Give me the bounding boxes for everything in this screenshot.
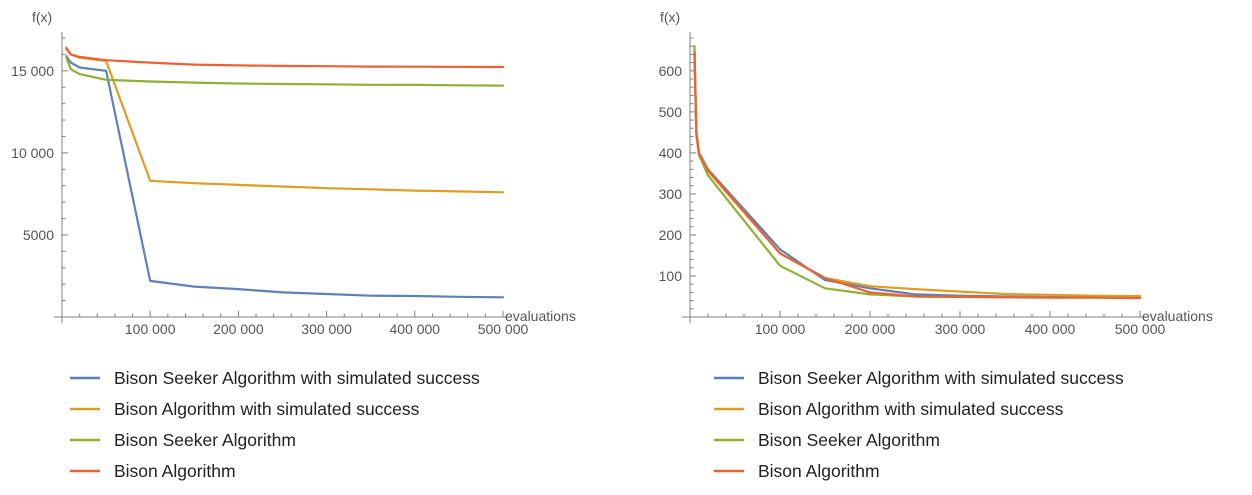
y-axis-label: f(x) — [32, 9, 52, 25]
series-line-4 — [65, 46, 505, 69]
x-tick-label: 100 000 — [755, 321, 806, 337]
y-tick-label: 300 — [659, 186, 683, 202]
legend: Bison Seeker Algorithm with simulated su… — [714, 368, 1124, 481]
legend-entry: Bison Algorithm with simulated success — [114, 399, 420, 419]
x-tick-label: 500 000 — [1115, 321, 1166, 337]
series-line-2 — [693, 49, 1142, 298]
x-tick-label: 200 000 — [845, 321, 896, 337]
legend: Bison Seeker Algorithm with simulated su… — [70, 368, 480, 481]
chart-2: 100 000 200 000 300 000 400 000 500 000 100 20… — [659, 9, 1213, 481]
series-line-3 — [65, 56, 505, 87]
y-tick-label: 400 — [659, 145, 683, 161]
y-tick-label: 5000 — [23, 227, 54, 243]
y-tick-label: 10 000 — [11, 145, 54, 161]
x-tick-label: 300 000 — [301, 321, 352, 337]
series-line-1 — [693, 53, 1142, 299]
y-tick-label: 100 — [659, 268, 683, 284]
y-tick-label: 15 000 — [11, 63, 54, 79]
y-tick-label: 600 — [659, 63, 683, 79]
x-tick-label: 400 000 — [1025, 321, 1076, 337]
x-tick-label: 200 000 — [213, 321, 264, 337]
x-tick-label: 500 000 — [478, 321, 529, 337]
legend-entry: Bison Seeker Algorithm with simulated su… — [758, 368, 1124, 388]
x-tick-label: 100 000 — [125, 321, 176, 337]
x-axis-label: evaluations — [1142, 308, 1213, 324]
series-line-3 — [693, 45, 1142, 299]
series-line-2 — [65, 48, 505, 194]
y-tick-label: 200 — [659, 227, 683, 243]
y-axis-label: f(x) — [660, 9, 680, 25]
legend-entry: Bison Algorithm with simulated success — [758, 399, 1064, 419]
series-line-1 — [65, 54, 505, 299]
series-line-4 — [693, 51, 1142, 300]
legend-entry: Bison Seeker Algorithm with simulated su… — [114, 368, 480, 388]
x-axis-label: evaluations — [505, 308, 576, 324]
chart-1: 100 000 200 000 300 000 400 000 500 000 5000 1… — [11, 9, 576, 481]
x-tick-label: 300 000 — [935, 321, 986, 337]
legend-entry: Bison Seeker Algorithm — [758, 430, 940, 450]
legend-entry: Bison Algorithm — [758, 461, 880, 481]
legend-entry: Bison Seeker Algorithm — [114, 430, 296, 450]
y-tick-label: 500 — [659, 104, 683, 120]
x-tick-label: 400 000 — [389, 321, 440, 337]
legend-entry: Bison Algorithm — [114, 461, 236, 481]
